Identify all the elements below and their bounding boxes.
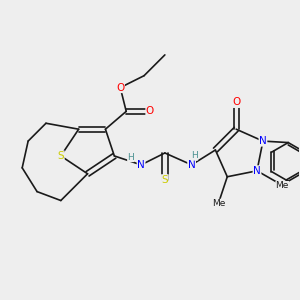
Text: S: S [161, 175, 168, 185]
Text: N: N [188, 160, 196, 170]
Text: O: O [232, 98, 240, 107]
Text: N: N [253, 166, 261, 176]
Text: N: N [259, 136, 267, 146]
Text: Me: Me [276, 181, 289, 190]
Text: Me: Me [212, 199, 225, 208]
Text: S: S [58, 151, 64, 161]
Text: H: H [191, 152, 198, 160]
Text: H: H [127, 153, 134, 162]
Text: O: O [116, 82, 124, 93]
Text: N: N [137, 160, 145, 170]
Text: O: O [146, 106, 154, 116]
